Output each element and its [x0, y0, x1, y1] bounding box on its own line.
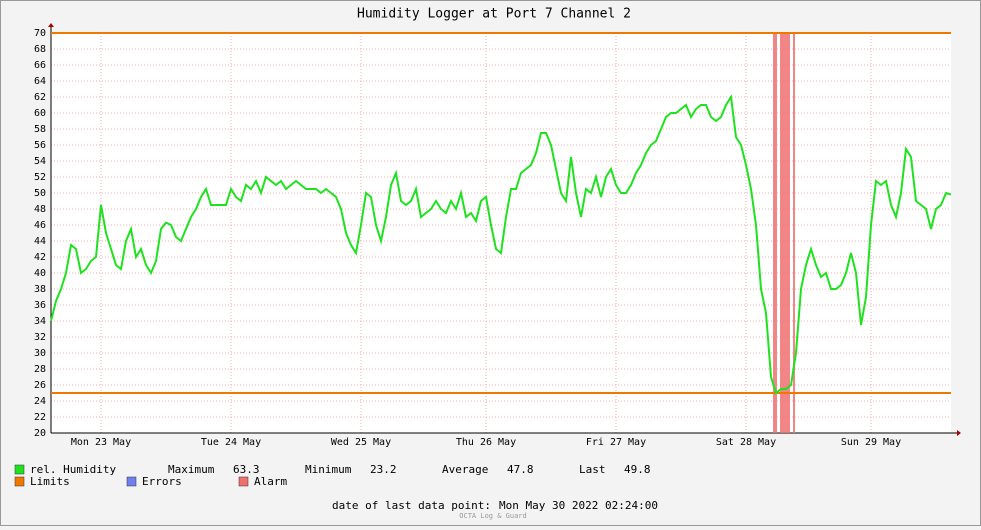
axis-arrow — [48, 23, 54, 27]
legend-label: Limits — [30, 475, 70, 488]
y-tick-label: 32 — [34, 332, 46, 343]
y-tick-label: 36 — [34, 300, 46, 311]
watermark: OCTA Log & Guard — [459, 512, 526, 520]
y-tick-label: 42 — [34, 252, 46, 263]
legend-label: Alarm — [254, 475, 287, 488]
y-tick-label: 50 — [34, 188, 46, 199]
y-tick-label: 28 — [34, 364, 46, 375]
x-tick-label: Thu 26 May — [456, 437, 516, 448]
y-tick-label: 40 — [34, 268, 46, 279]
stat-value: 23.2 — [370, 463, 397, 476]
footer-value: Mon May 30 2022 02:24:00 — [499, 499, 658, 512]
footer-label: date of last data point: — [332, 499, 491, 512]
y-tick-label: 22 — [34, 412, 46, 423]
stat-value: 63.3 — [233, 463, 260, 476]
y-tick-label: 56 — [34, 140, 46, 151]
x-tick-label: Wed 25 May — [331, 437, 391, 448]
legend-label: Errors — [142, 475, 182, 488]
y-tick-label: 34 — [34, 316, 46, 327]
y-tick-label: 48 — [34, 204, 46, 215]
x-tick-label: Sun 29 May — [841, 437, 901, 448]
legend-swatch — [126, 476, 137, 487]
x-tick-label: Mon 23 May — [71, 437, 131, 448]
marks — [50, 32, 952, 433]
x-tick-label: Tue 24 May — [201, 437, 261, 448]
y-tick-label: 44 — [34, 236, 46, 247]
y-tick-label: 30 — [34, 348, 46, 359]
legend: rel. Humidity Maximum 63.3 Minimum 23.2 Avera… — [14, 463, 651, 488]
y-tick-label: 24 — [34, 396, 46, 407]
legend-swatch — [14, 464, 25, 475]
alarm-band — [793, 33, 795, 433]
y-tick-label: 20 — [34, 428, 46, 439]
stat-label: Last — [579, 463, 606, 476]
y-tick-label: 52 — [34, 172, 46, 183]
axis-arrow — [957, 430, 961, 436]
y-tick-label: 66 — [34, 60, 46, 71]
legend-label: rel. Humidity — [30, 463, 116, 476]
y-tick-label: 64 — [34, 76, 46, 87]
y-tick-label: 54 — [34, 156, 46, 167]
y-tick-label: 62 — [34, 92, 46, 103]
chart-title: Humidity Logger at Port 7 Channel 2 — [357, 7, 631, 22]
y-tick-label: 26 — [34, 380, 46, 391]
y-tick-label: 38 — [34, 284, 46, 295]
legend-swatch — [14, 476, 25, 487]
y-tick-label: 60 — [34, 108, 46, 119]
plot-area — [51, 33, 951, 433]
y-tick-label: 46 — [34, 220, 46, 231]
stat-value: 49.8 — [624, 463, 651, 476]
stat-label: Maximum — [168, 463, 215, 476]
alarm-band — [780, 33, 790, 433]
stat-label: Average — [442, 463, 488, 476]
y-tick-label: 70 — [34, 28, 46, 39]
stat-label: Minimum — [305, 463, 352, 476]
stat-value: 47.8 — [507, 463, 534, 476]
legend-swatch — [238, 476, 249, 487]
data-line — [50, 94, 952, 395]
y-tick-label: 68 — [34, 44, 46, 55]
x-tick-label: Fri 27 May — [586, 437, 646, 448]
y-tick-label: 58 — [34, 124, 46, 135]
alarm-band — [773, 33, 777, 433]
x-tick-label: Sat 28 May — [716, 437, 776, 448]
